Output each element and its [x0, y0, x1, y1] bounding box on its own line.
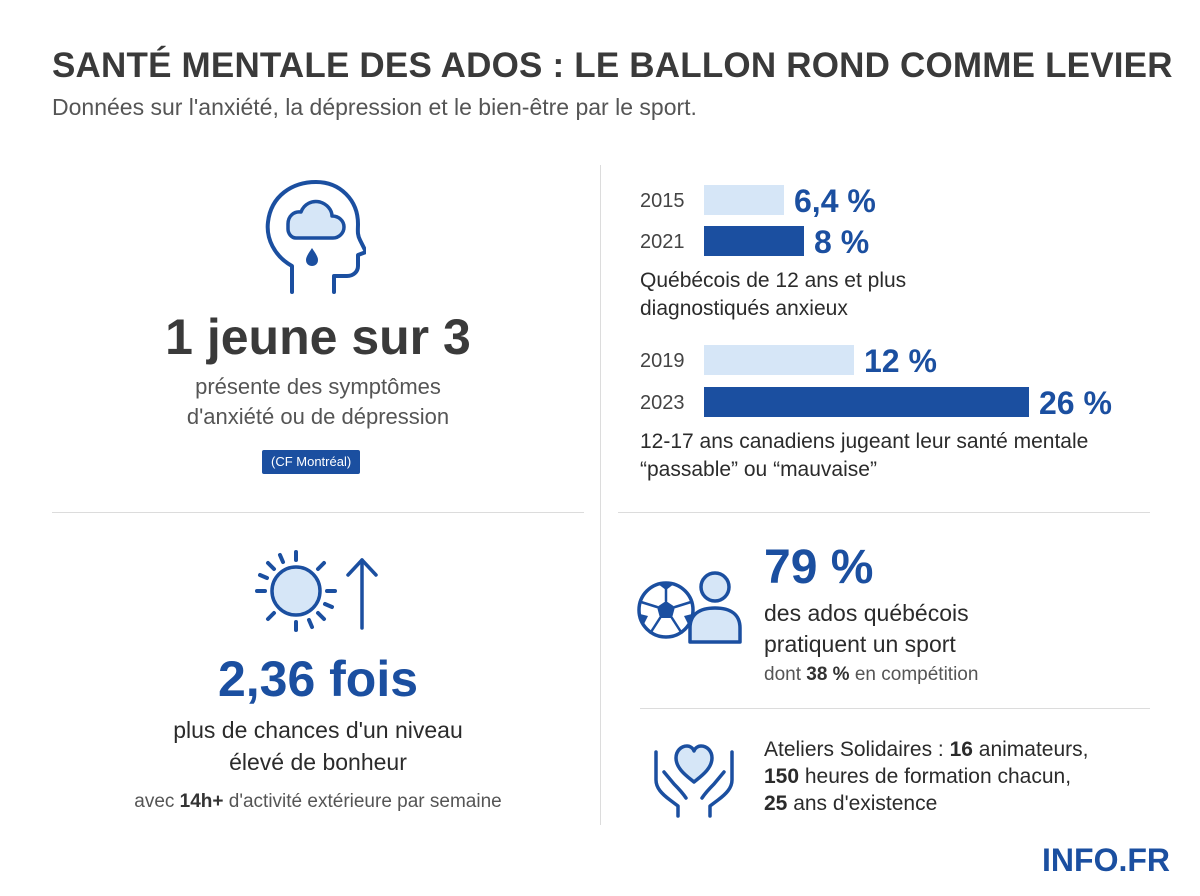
bar-value-label: 26 %	[1039, 385, 1112, 421]
chart-b-caption-line-2: “passable” ou “mauvaise”	[640, 458, 877, 481]
anxiety-headline: 1 jeune sur 3	[165, 309, 471, 365]
bar-value-label: 12 %	[864, 343, 937, 379]
bar	[704, 345, 854, 375]
bar	[704, 226, 804, 256]
vertical-divider	[600, 165, 601, 825]
sport-line-2: pratiquent un sport	[764, 631, 956, 657]
chart-a-caption-line-1: Québécois de 12 ans et plus	[640, 269, 907, 292]
bar	[704, 387, 1029, 417]
bar-category-label: 2023	[640, 392, 685, 414]
bar	[704, 185, 784, 215]
ateliers-line-1: Ateliers Solidaires : 16 animateurs,	[764, 738, 1089, 761]
happiness-headline: 2,36 fois	[217, 651, 419, 707]
bar-value-label: 6,4 %	[794, 183, 876, 219]
happiness-note: avec 14h+ d'activité extérieure par sema…	[134, 791, 502, 812]
page-title: SANTÉ MENTALE DES ADOS : LE BALLON ROND …	[52, 46, 1173, 85]
bar-value-label: 8 %	[814, 224, 869, 260]
happiness-line-2: élevé de bonheur	[229, 749, 407, 775]
anxiety-line-2: d'anxiété ou de dépression	[186, 404, 450, 429]
bar-category-label: 2015	[640, 190, 685, 212]
source-badge: (CF Montréal)	[262, 450, 361, 474]
page-subtitle: Données sur l'anxiété, la dépression et …	[52, 94, 697, 120]
chart-anxious-quebecers: 2015 6,4 % 2021 8 %	[640, 183, 876, 260]
bar-charts: 2015 6,4 % 2021 8 % 2019 12 % 2023 26 %	[640, 183, 1112, 421]
happiness-line-1: plus de chances d'un niveau	[173, 717, 463, 743]
sport-note: dont 38 % en compétition	[764, 664, 979, 685]
ateliers-line-2: 150 heures de formation chacun,	[764, 765, 1072, 788]
soccer-ball-person-icon	[637, 571, 742, 644]
sun-arrow-up-icon	[255, 550, 378, 632]
right-horizontal-divider	[618, 512, 1150, 513]
chart-a-caption: Québécois de 12 ans et plus diagnostiqué…	[640, 267, 906, 323]
sport-line-1: des ados québécois	[764, 600, 969, 626]
bar-category-label: 2019	[640, 350, 685, 372]
sport-text: des ados québécois pratiquent un sport	[764, 598, 969, 660]
hands-heart-icon	[654, 744, 734, 818]
chart-mental-health-youth: 2019 12 % 2023 26 %	[640, 343, 1112, 421]
chart-a-caption-line-2: diagnostiqués anxieux	[640, 297, 848, 320]
brand-logo: INFO.FR	[1042, 842, 1170, 878]
ateliers-line-3: 25 ans d'existence	[764, 792, 938, 815]
left-horizontal-divider	[52, 512, 584, 513]
sport-headline: 79 %	[764, 541, 874, 594]
ateliers-text: Ateliers Solidaires : 16 animateurs, 150…	[764, 736, 1089, 817]
chart-b-caption: 12-17 ans canadiens jugeant leur santé m…	[640, 428, 1088, 484]
right-lower-divider	[640, 708, 1150, 709]
chart-b-caption-line-1: 12-17 ans canadiens jugeant leur santé m…	[640, 430, 1089, 453]
bar-category-label: 2021	[640, 231, 685, 253]
head-cloud-rain-icon	[265, 180, 366, 294]
anxiety-line-1: présente des symptômes	[195, 374, 441, 399]
